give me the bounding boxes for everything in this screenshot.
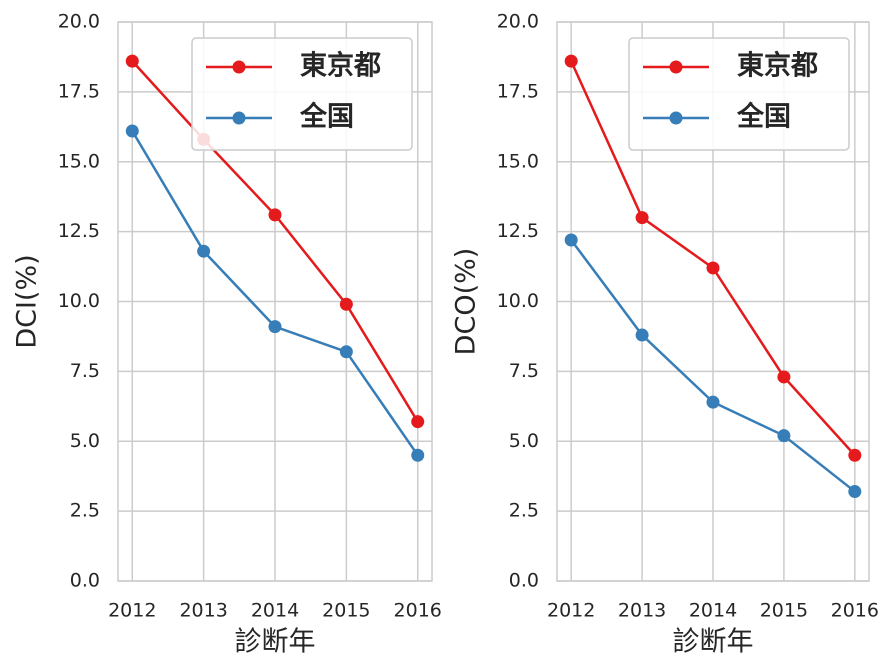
y-tick-label: 7.5 (509, 360, 539, 382)
y-tick-label: 5.0 (509, 430, 539, 452)
marker (339, 297, 353, 311)
plot-frame (117, 21, 433, 582)
y-tick-label: 2.5 (509, 500, 539, 522)
y-axis-label: DCO(%) (451, 248, 482, 356)
x-axis-label: 診断年 (235, 627, 316, 658)
x-tick-label: 2012 (108, 600, 156, 622)
y-tick-label: 15.0 (58, 150, 100, 172)
x-tick-label: 2013 (618, 600, 666, 622)
marker (564, 233, 578, 247)
legend-text: 全国 (299, 101, 354, 133)
marker (268, 208, 282, 222)
y-tick-label: 5.0 (70, 430, 100, 452)
marker (777, 429, 791, 443)
marker (339, 345, 353, 359)
legend-text: 全国 (736, 101, 791, 133)
y-tick-label: 17.5 (497, 80, 539, 102)
x-tick-label: 2014 (251, 600, 299, 622)
y-tick-label: 0.0 (509, 570, 539, 592)
marker (125, 54, 139, 68)
x-axis-label: 診断年 (673, 627, 754, 658)
y-tick-label: 20.0 (497, 11, 539, 33)
y-tick-label: 7.5 (70, 360, 100, 382)
y-tick-label: 20.0 (58, 11, 100, 33)
legend-marker (669, 60, 683, 74)
marker (706, 261, 720, 275)
y-axis-label: DCI(%) (12, 254, 43, 348)
legend-text: 東京都 (737, 50, 818, 82)
x-tick-label: 2012 (547, 600, 595, 622)
marker (848, 485, 862, 499)
x-tick-label: 2013 (179, 600, 227, 622)
y-tick-label: 10.0 (58, 290, 100, 312)
x-tick-label: 2016 (831, 600, 879, 622)
marker (777, 370, 791, 384)
x-tick-label: 2015 (322, 600, 370, 622)
marker (268, 320, 282, 334)
marker (411, 415, 425, 429)
x-tick-label: 2016 (394, 600, 442, 622)
marker (197, 244, 211, 258)
y-tick-label: 2.5 (70, 500, 100, 522)
marker (635, 328, 649, 342)
marker (635, 211, 649, 225)
y-tick-label: 12.5 (497, 220, 539, 242)
marker (564, 54, 578, 68)
plot-frame (556, 21, 870, 582)
x-tick-label: 2015 (760, 600, 808, 622)
x-tick-label: 2014 (689, 600, 737, 622)
legend-marker (232, 111, 246, 125)
marker (125, 124, 139, 138)
marker (848, 448, 862, 462)
y-tick-label: 17.5 (58, 80, 100, 102)
legend-text: 東京都 (300, 50, 381, 82)
y-tick-label: 15.0 (497, 150, 539, 172)
legend-marker (669, 111, 683, 125)
legend-marker (232, 60, 246, 74)
marker (411, 448, 425, 462)
marker (706, 395, 720, 409)
y-tick-label: 10.0 (497, 290, 539, 312)
y-tick-label: 0.0 (70, 570, 100, 592)
y-tick-label: 12.5 (58, 220, 100, 242)
